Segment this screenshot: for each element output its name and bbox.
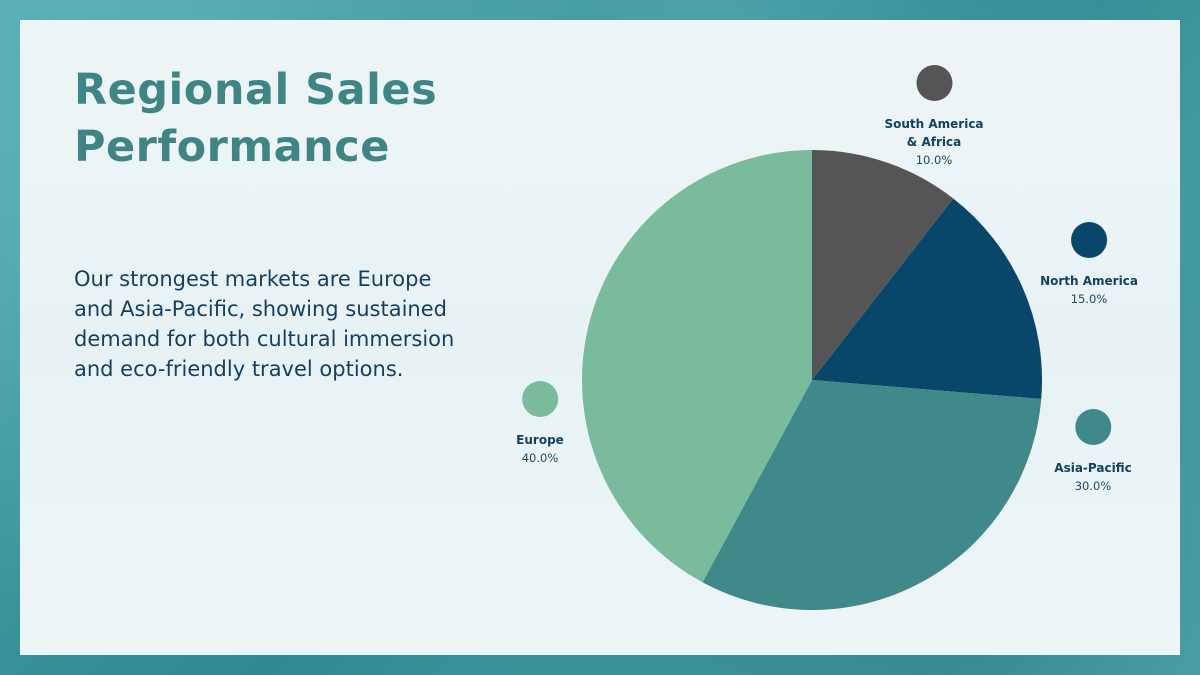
legend-value: 30.0% bbox=[1074, 479, 1112, 493]
legend-north-america: North America 15.0% bbox=[1040, 222, 1138, 308]
pie-slice-europe bbox=[581, 150, 812, 583]
title-line-1: Regional Sales bbox=[74, 65, 438, 115]
legend-asia-pacific: Asia-Pacific 30.0% bbox=[1054, 409, 1132, 495]
legend-dot-icon bbox=[1071, 222, 1107, 258]
legend-europe: Europe 40.0% bbox=[516, 381, 564, 467]
legend-dot-icon bbox=[1075, 409, 1111, 445]
legend-dot-icon bbox=[916, 65, 952, 101]
legend-value: 15.0% bbox=[1070, 292, 1108, 306]
legend-label: North America bbox=[1040, 274, 1138, 288]
legend-label: Europe bbox=[516, 433, 564, 447]
pie-slice-asia-pacific bbox=[702, 380, 1042, 610]
slide-title: Regional Sales Performance bbox=[74, 62, 437, 176]
pie-slice-north-america bbox=[812, 198, 1042, 399]
legend-value: 40.0% bbox=[521, 451, 559, 465]
slide-body-text: Our strongest markets are Europe and Asi… bbox=[74, 267, 455, 381]
legend-label: Asia-Pacific bbox=[1054, 461, 1132, 475]
pie-slice-south-america-africa bbox=[812, 150, 954, 380]
legend-south-america-africa: South America & Africa 10.0% bbox=[884, 65, 984, 169]
title-line-2: Performance bbox=[74, 122, 390, 172]
legend-label: South America & Africa bbox=[884, 117, 984, 149]
legend-dot-icon bbox=[521, 381, 558, 417]
legend-value: 10.0% bbox=[915, 153, 953, 167]
pie-slices bbox=[581, 150, 1042, 610]
